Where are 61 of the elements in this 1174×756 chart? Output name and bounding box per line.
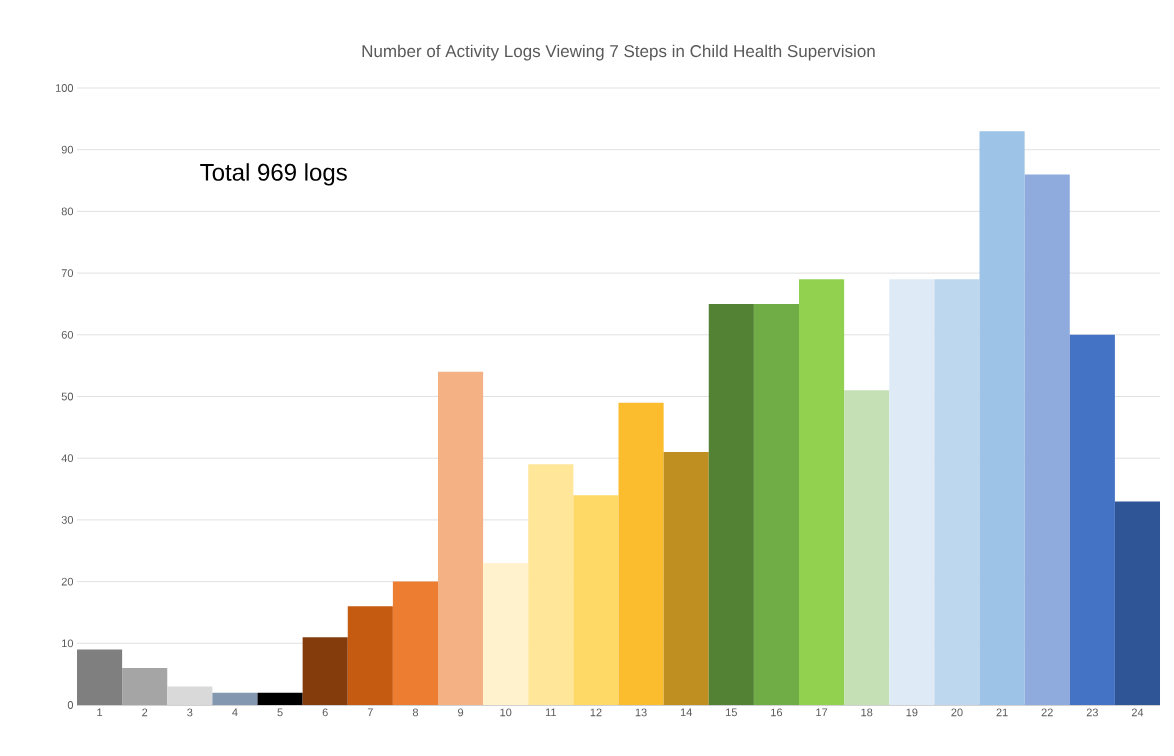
x-tick-label: 2 <box>142 708 148 717</box>
x-tick-label: 10 <box>500 708 512 717</box>
x-tick-label: 24 <box>1131 708 1144 717</box>
bar <box>392 581 438 705</box>
bar <box>528 464 574 705</box>
x-tick-label: 21 <box>996 708 1008 717</box>
x-tick-label: 11 <box>545 708 556 717</box>
bar <box>844 390 890 705</box>
bar <box>77 649 123 705</box>
bar <box>257 692 303 705</box>
x-tick-label: 12 <box>590 708 602 717</box>
bar <box>1024 174 1070 705</box>
bar <box>618 402 664 705</box>
bar <box>979 131 1025 705</box>
y-tick-label: 80 <box>61 207 74 216</box>
x-tick-label: 4 <box>232 708 238 717</box>
bar <box>347 606 393 705</box>
bar <box>889 279 935 705</box>
chart-title: Number of Activity Logs Viewing 7 Steps in Child Health Supervision <box>362 44 875 61</box>
x-tick-label: 17 <box>816 708 828 717</box>
x-tick-label: 8 <box>412 708 419 717</box>
bar <box>1114 501 1161 705</box>
x-tick-label: 13 <box>635 708 647 717</box>
x-tick-label: 1 <box>97 708 103 717</box>
x-tick-label: 5 <box>277 708 283 717</box>
bar <box>167 686 213 705</box>
y-tick-label: 100 <box>55 84 74 92</box>
bar <box>573 495 619 705</box>
bar <box>302 637 348 705</box>
bar <box>1069 334 1115 705</box>
y-tick-label: 40 <box>61 454 74 463</box>
annotation: Total 969 logs <box>200 163 347 186</box>
y-tick-label: 90 <box>61 145 74 154</box>
y-tick-label: 70 <box>61 269 74 277</box>
x-tick-label: 22 <box>1041 708 1053 717</box>
x-tick-label: 18 <box>861 708 873 717</box>
y-tick-label: 10 <box>62 639 74 648</box>
bar <box>799 279 845 705</box>
y-tick-label: 30 <box>61 516 74 524</box>
x-tick-label: 3 <box>187 708 193 717</box>
x-tick-label: 23 <box>1086 708 1098 717</box>
bar <box>934 279 980 705</box>
bar <box>753 303 800 705</box>
x-tick-label: 16 <box>771 708 783 717</box>
x-tick-label: 20 <box>951 708 963 717</box>
bar <box>438 371 484 705</box>
x-tick-label: 6 <box>322 708 328 717</box>
x-tick-label: 14 <box>680 708 692 717</box>
bar <box>122 667 168 705</box>
x-tick-label: 7 <box>367 708 373 717</box>
bar <box>483 563 529 705</box>
y-tick-label: 0 <box>67 701 74 709</box>
bar <box>212 692 258 705</box>
y-tick-label: 20 <box>61 577 74 586</box>
x-tick-label: 19 <box>906 708 918 717</box>
bar <box>708 303 754 705</box>
x-tick-label: 9 <box>458 708 464 717</box>
y-tick-label: 50 <box>61 392 74 401</box>
bar <box>663 452 709 705</box>
x-tick-label: 15 <box>726 708 737 717</box>
y-tick-label: 60 <box>61 330 74 339</box>
